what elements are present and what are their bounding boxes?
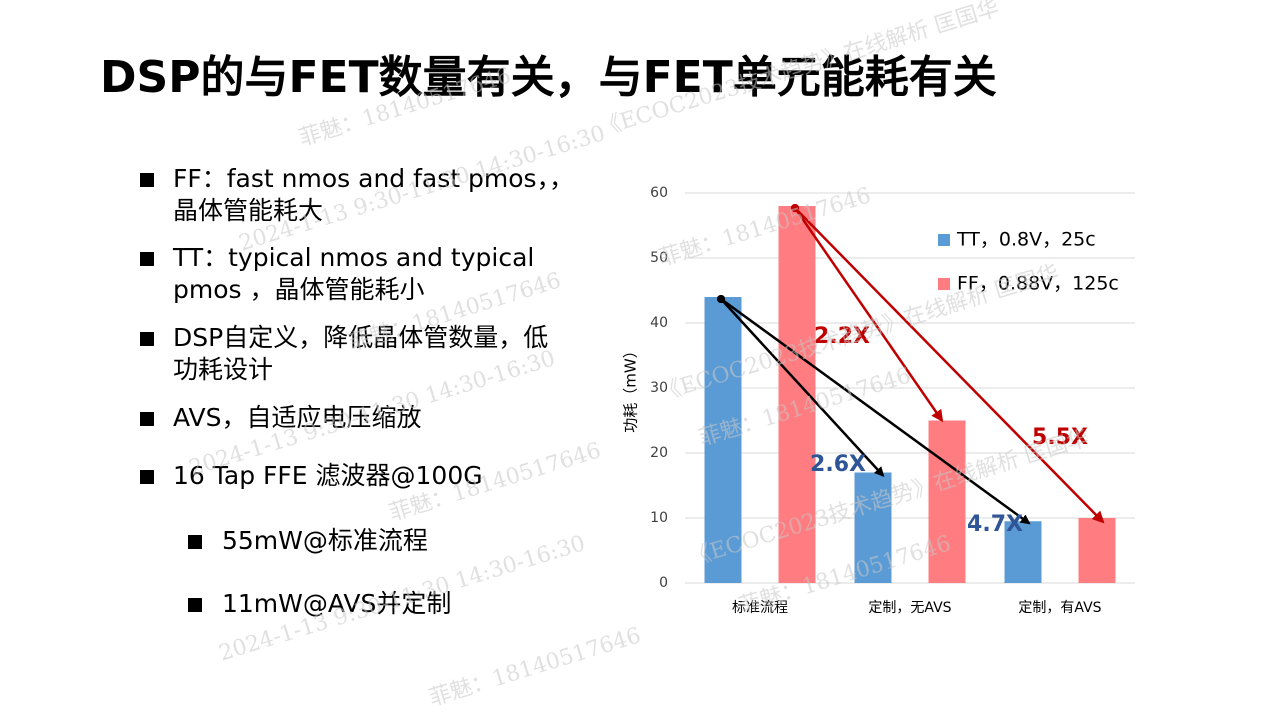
bar [1078, 518, 1116, 583]
y-tick-label: 60 [650, 185, 668, 201]
annotation: 2.2X [814, 324, 870, 349]
x-tick-label: 定制，有AVS [1018, 600, 1101, 616]
legend-label: FF，0.88V，125c [957, 273, 1119, 295]
bar [928, 420, 966, 583]
legend-swatch [938, 278, 950, 290]
legend-label: TT，0.8V，25c [956, 229, 1096, 251]
watermark: 菲魅：18140517646 [426, 623, 644, 711]
arrow [794, 207, 1105, 524]
arrow [793, 207, 944, 423]
bullet-marker [188, 535, 202, 549]
bar [1004, 521, 1042, 583]
arrow [720, 297, 1031, 525]
bullet-text: TT：typical nmos and typical [172, 243, 534, 272]
bullet-marker [140, 332, 154, 346]
bullet-marker [140, 173, 154, 187]
bullet-text: 16 Tap FFE 滤波器@100G [173, 461, 483, 490]
bullet-marker [188, 598, 202, 612]
bullet-marker [140, 470, 154, 484]
y-tick-label: 50 [650, 250, 668, 266]
y-tick-label: 10 [650, 510, 668, 526]
bullet-text: 11mW@AVS并定制 [222, 589, 451, 618]
bullet-text: 55mW@标准流程 [222, 526, 428, 555]
arrow [720, 298, 885, 477]
bullet-text: DSP自定义，降低晶体管数量，低 [173, 323, 548, 352]
bar [854, 472, 892, 583]
annotation: 5.5X [1032, 425, 1088, 450]
bullet-text: 功耗设计 [173, 355, 273, 384]
bullet-text: pmos ，晶体管能耗小 [173, 275, 425, 304]
y-tick-label: 30 [650, 380, 668, 396]
annotation: 2.6X [810, 452, 866, 477]
bar [704, 297, 742, 583]
bullet-text: 晶体管能耗大 [173, 196, 323, 225]
bullet-text: AVS，自适应电压缩放 [173, 403, 421, 432]
arrow-start [717, 295, 725, 303]
y-axis-label: 功耗（mW） [622, 343, 640, 432]
y-tick-label: 0 [659, 575, 668, 591]
bullet-marker [140, 412, 154, 426]
legend-swatch [938, 234, 950, 246]
slide-title: DSP的与FET数量有关，与FET单元能耗有关 [100, 52, 997, 103]
arrow-start [791, 204, 799, 212]
y-tick-label: 20 [650, 445, 668, 461]
bullet-marker [140, 252, 154, 266]
x-tick-label: 定制，无AVS [868, 600, 951, 616]
x-tick-label: 标准流程 [732, 600, 788, 616]
annotation: 4.7X [967, 512, 1023, 537]
bullet-text: FF：fast nmos and fast pmos，， [173, 164, 574, 193]
y-tick-label: 40 [650, 315, 668, 331]
